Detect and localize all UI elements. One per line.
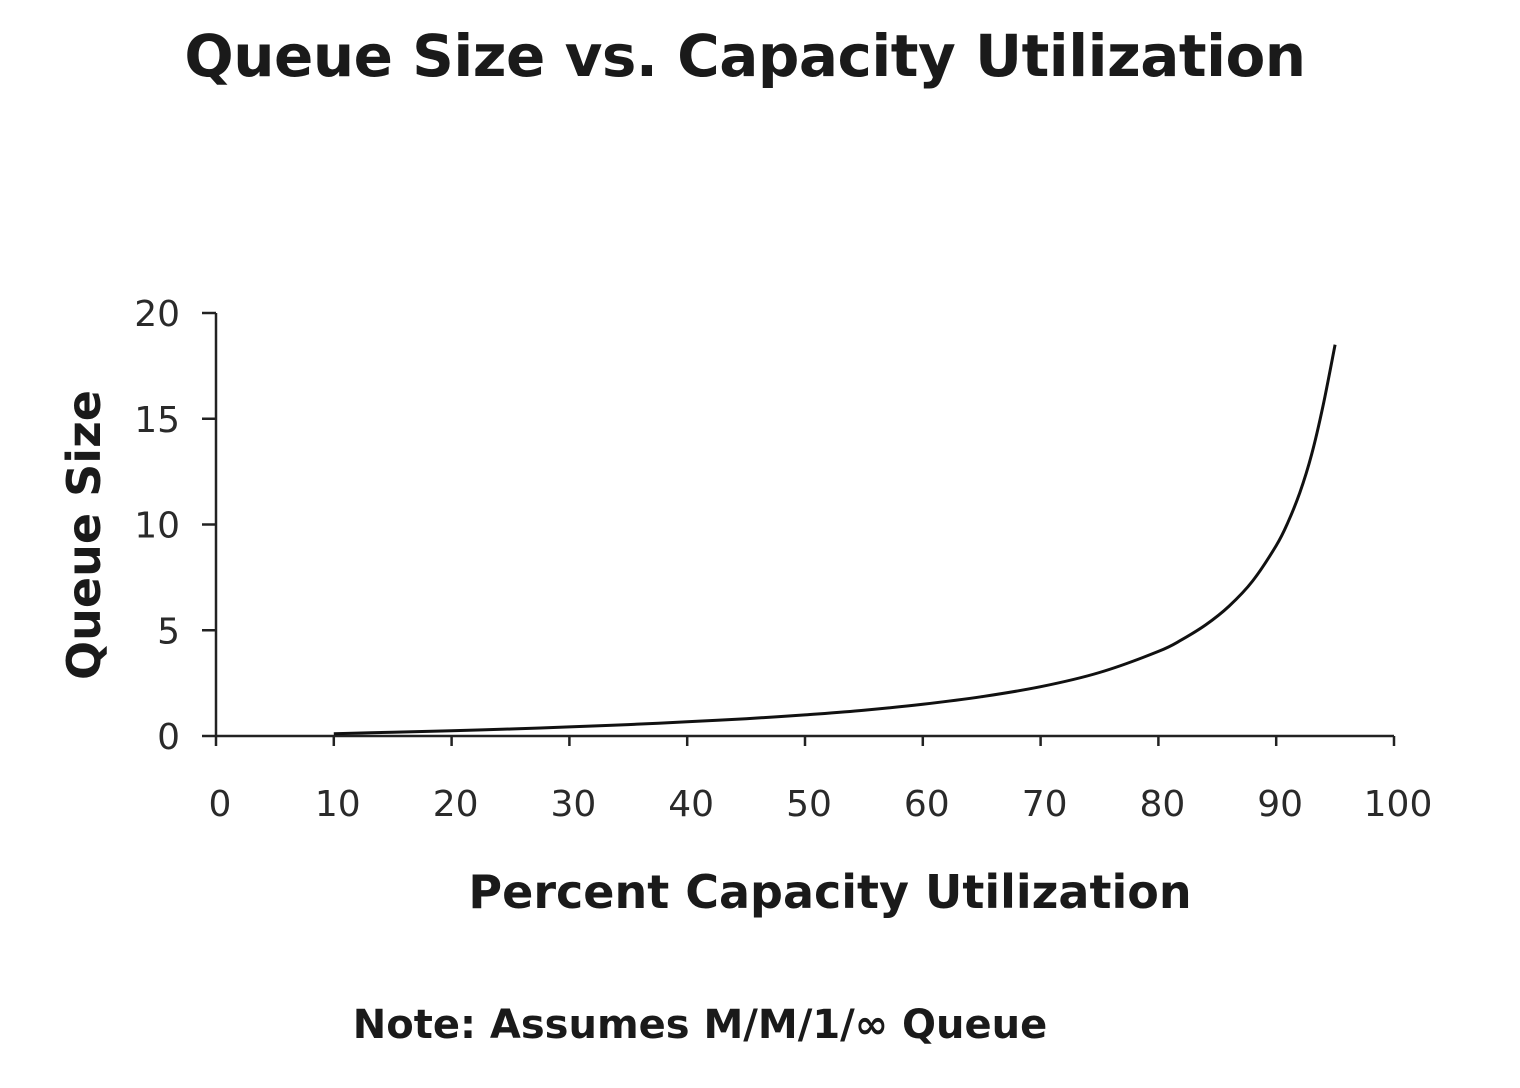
x-tick-label: 0 xyxy=(209,784,232,825)
y-axis-label: Queue Size xyxy=(57,390,111,680)
queue-model-note: Note: Assumes M/M/1/∞ Queue xyxy=(352,1002,1048,1048)
x-axis-label: Percent Capacity Utilization xyxy=(468,865,1191,919)
x-tick-label: 30 xyxy=(550,784,596,825)
x-tick-label: 70 xyxy=(1022,784,1068,825)
y-tick-label: 20 xyxy=(134,294,180,335)
chart-title: Queue Size vs. Capacity Utilization xyxy=(184,22,1306,90)
y-tick-label: 15 xyxy=(134,400,180,441)
x-tick-label: 80 xyxy=(1139,784,1185,825)
y-tick-label: 5 xyxy=(157,611,180,652)
x-tick-label: 60 xyxy=(904,784,950,825)
x-tick-label: 20 xyxy=(433,784,479,825)
y-tick-label: 0 xyxy=(157,717,180,758)
x-tick-label: 50 xyxy=(786,784,832,825)
queue-size-curve xyxy=(333,344,1337,736)
x-tick-label: 10 xyxy=(315,784,361,825)
x-tick-label: 100 xyxy=(1364,784,1433,825)
y-tick-label: 10 xyxy=(134,506,180,547)
x-tick-label: 40 xyxy=(668,784,714,825)
x-tick-label: 90 xyxy=(1257,784,1303,825)
